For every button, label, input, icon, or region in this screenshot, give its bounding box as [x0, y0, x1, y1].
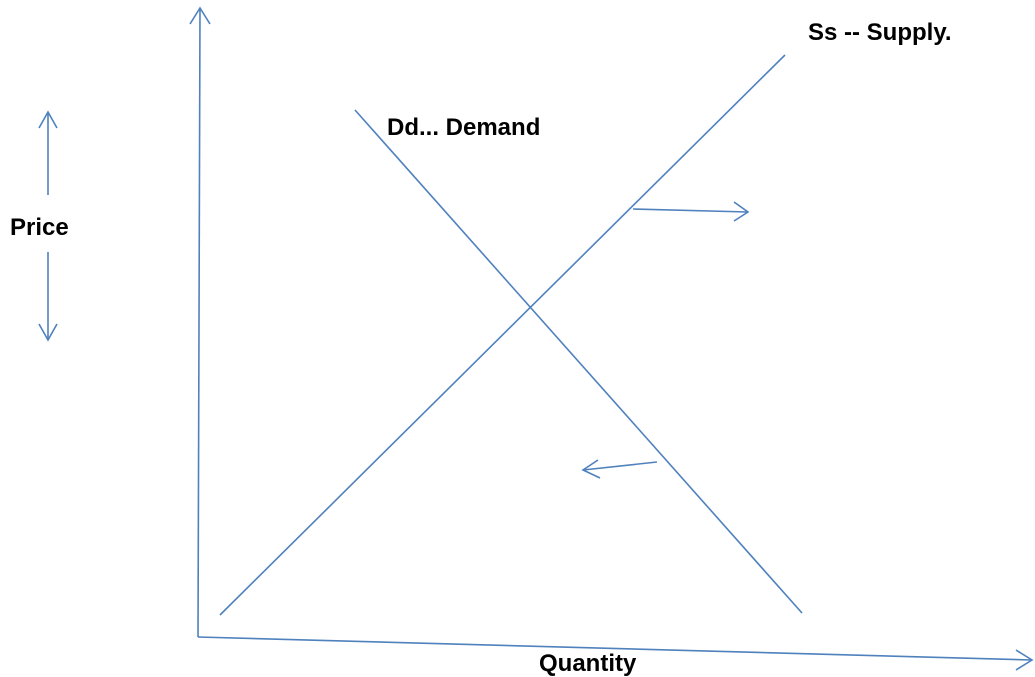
y-axis-label: Price	[10, 214, 69, 241]
y-axis-arrowhead	[189, 6, 211, 25]
demand-label: Dd... Demand	[387, 114, 540, 141]
supply-label: Ss -- Supply.	[808, 19, 952, 46]
x-axis-label: Quantity	[539, 650, 637, 677]
shift-arrow-left-head	[581, 459, 601, 479]
shift-arrow-right	[632, 208, 749, 213]
x-axis	[197, 636, 1033, 661]
demand-line	[354, 109, 803, 614]
price-up-arrowhead	[38, 110, 58, 129]
shift-arrow-right-head	[733, 201, 750, 222]
shift-arrow-left	[582, 461, 658, 471]
supply-line	[219, 54, 786, 616]
price-down-arrowhead	[38, 323, 58, 342]
x-axis-arrowhead	[1015, 649, 1034, 671]
y-axis	[197, 7, 201, 638]
